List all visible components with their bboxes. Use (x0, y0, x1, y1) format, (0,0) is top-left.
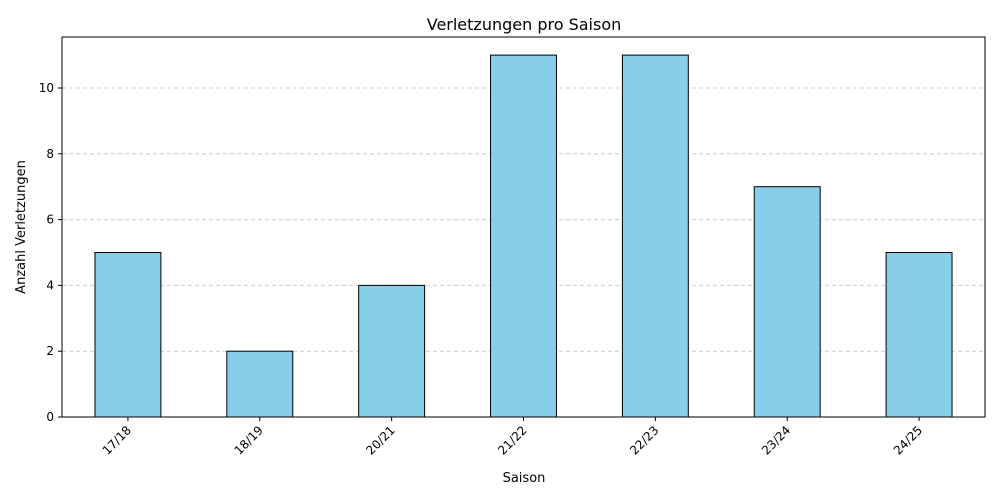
y-axis-label: Anzahl Verletzungen (14, 160, 29, 294)
bar-21-22 (490, 54, 557, 418)
x-axis-label: Saison (503, 471, 546, 486)
bar-22-23 (621, 54, 689, 418)
x-tick-label-6: 24/25 (891, 423, 925, 457)
y-tick-label-0: 0 (46, 410, 54, 424)
y-tick-label-6: 6 (46, 213, 54, 227)
bar-18-19 (226, 350, 294, 418)
bars (94, 54, 953, 418)
bar-24-25 (885, 251, 953, 418)
x-tick-label-1: 18/19 (232, 423, 266, 457)
y-tick-label-2: 2 (46, 344, 54, 358)
y-axis: 0 2 4 6 8 10 (39, 81, 62, 424)
x-tick-label-0: 17/18 (100, 423, 134, 457)
bar-23-24 (753, 186, 821, 418)
x-tick-label-5: 23/24 (759, 423, 793, 457)
x-tick-label-2: 20/21 (363, 423, 397, 457)
y-tick-label-10: 10 (39, 81, 54, 95)
y-tick-label-8: 8 (46, 147, 54, 161)
x-tick-label-3: 21/22 (495, 423, 529, 457)
x-axis: 17/18 18/19 20/21 21/22 22/23 23/24 24/25 (100, 417, 925, 458)
x-tick-label-4: 22/23 (627, 423, 661, 457)
chart-title: Verletzungen pro Saison (427, 15, 622, 34)
y-tick-label-4: 4 (46, 278, 54, 292)
bar-17-18 (94, 251, 162, 418)
bar-20-21 (358, 284, 426, 418)
